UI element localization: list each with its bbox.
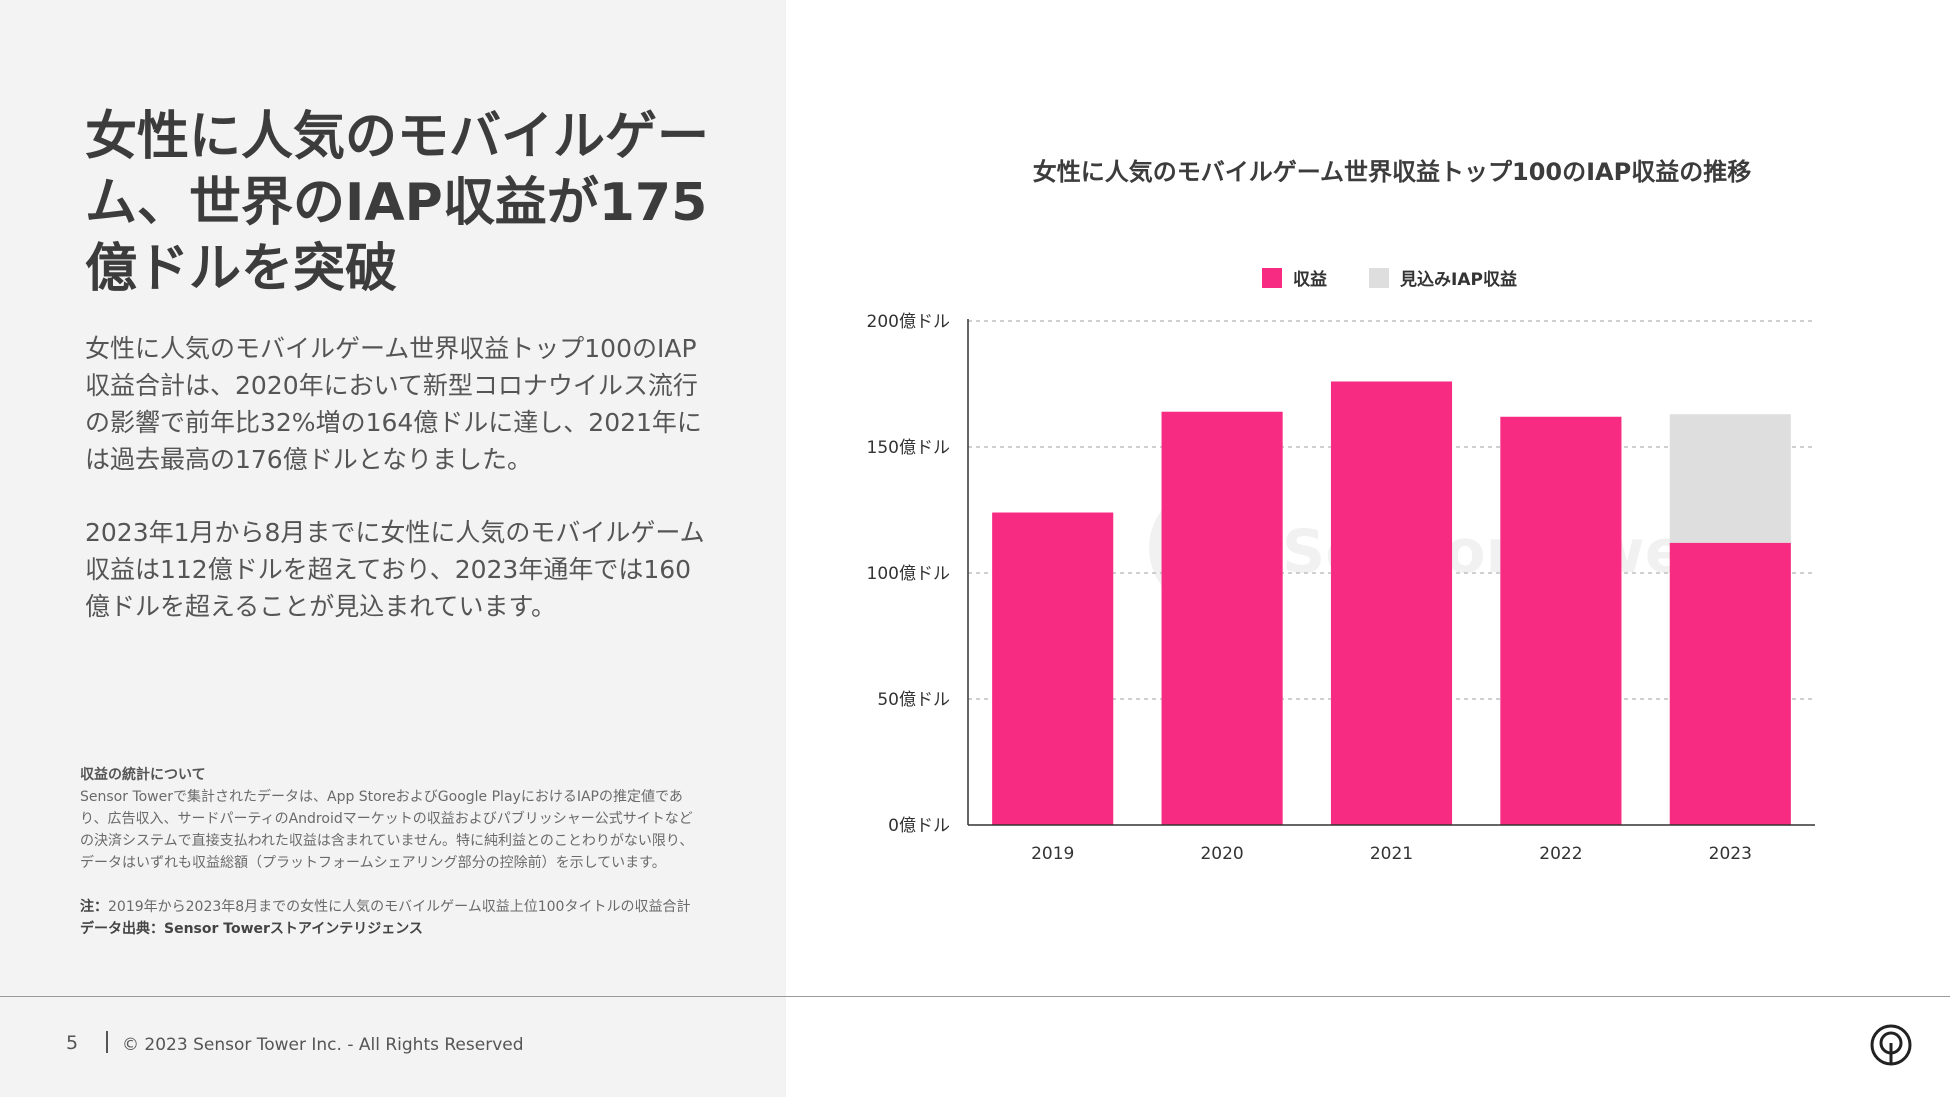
legend-swatch-projected <box>1369 268 1389 288</box>
notes-body: Sensor Towerで集計されたデータは、App StoreおよびGoogl… <box>80 789 694 871</box>
chart-title: 女性に人気のモバイルゲーム世界収益トップ100のIAP収益の推移 <box>1032 158 1752 186</box>
note-text: 2019年から2023年8月までの女性に人気のモバイルゲーム収益上位100タイト… <box>108 899 691 915</box>
body-paragraph-1: 女性に人気のモバイルゲーム世界収益トップ100のIAP収益合計は、2020年にお… <box>85 334 702 474</box>
notes-title: 収益の統計について <box>80 767 206 783</box>
left-panel <box>0 0 786 1097</box>
methodology-notes: 収益の統計について Sensor Towerで集計されたデータは、App Sto… <box>80 764 702 940</box>
y-tick-label: 150億ドル <box>867 438 950 458</box>
legend-label-revenue: 収益 <box>1293 269 1327 290</box>
y-tick-label: 100億ドル <box>867 564 950 584</box>
note-label: 注： <box>80 899 108 915</box>
legend-label-projected: 見込みIAP収益 <box>1399 269 1517 290</box>
legend-swatch-revenue <box>1262 268 1282 288</box>
note-line: 注：2019年から2023年8月までの女性に人気のモバイルゲーム収益上位100タ… <box>80 896 702 918</box>
footer-divider-line <box>0 996 1950 997</box>
bar-revenue <box>1330 381 1453 825</box>
y-tick-label: 0億ドル <box>888 816 950 836</box>
bar-revenue <box>1161 411 1283 825</box>
body-paragraph-2: 2023年1月から8月までに女性に人気のモバイルゲーム収益は112億ドルを超えて… <box>85 518 705 621</box>
data-source-text: データ出典：Sensor Towerストアインテリジェンス <box>80 921 423 937</box>
x-tick-label: 2022 <box>1539 844 1582 864</box>
headline: 女性に人気のモバイルゲーム、世界のIAP収益が175億ドルを突破 <box>85 107 710 299</box>
copyright: © 2023 Sensor Tower Inc. - All Rights Re… <box>122 1035 524 1055</box>
sensor-tower-logo-icon <box>1869 1023 1913 1071</box>
x-tick-label: 2021 <box>1370 844 1413 864</box>
y-tick-label: 200億ドル <box>867 312 950 332</box>
bar-revenue <box>992 512 1114 825</box>
bar-projected <box>1669 414 1791 543</box>
page-number: 5 <box>66 1032 79 1054</box>
data-source: データ出典：Sensor Towerストアインテリジェンス <box>80 918 702 940</box>
y-tick-label: 50億ドル <box>877 690 950 710</box>
bar-revenue <box>1500 416 1622 825</box>
bar-revenue <box>1669 542 1791 825</box>
x-tick-label: 2019 <box>1031 844 1074 864</box>
x-tick-label: 2023 <box>1709 844 1752 864</box>
x-tick-label: 2020 <box>1200 844 1243 864</box>
footer-separator <box>106 1031 108 1053</box>
